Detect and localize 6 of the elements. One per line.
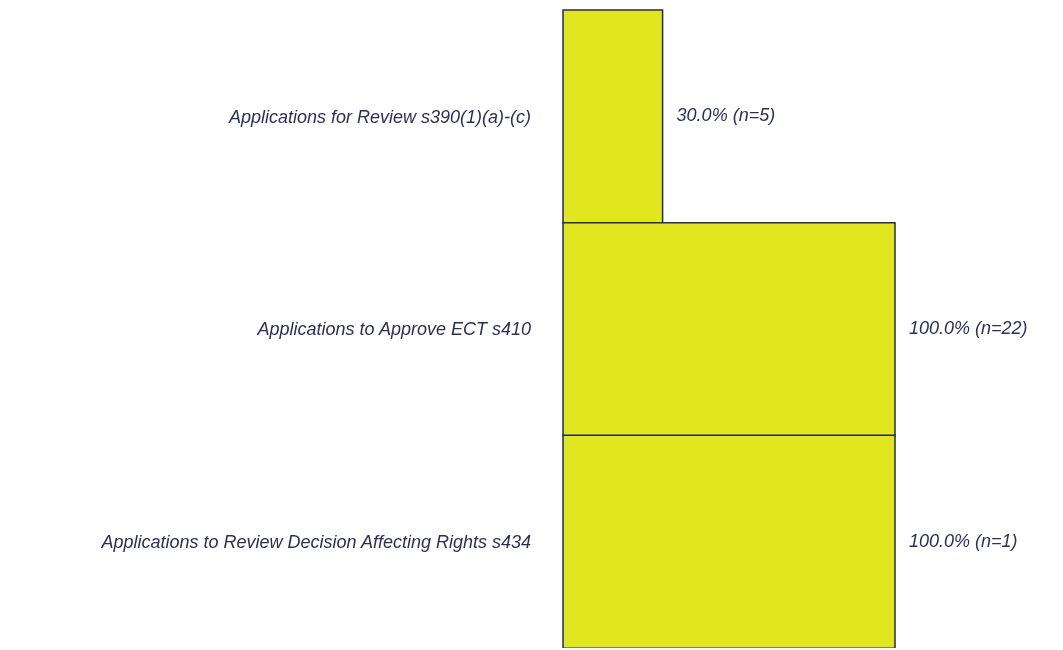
y-tick-label: Applications to Review Decision Affecting Rights s434	[100, 532, 531, 553]
data-label: 100.0% (n=1)	[909, 530, 1018, 551]
data-label: 30.0% (n=5)	[676, 105, 776, 126]
data-label: 100.0% (n=22)	[909, 317, 1028, 338]
y-tick-label: Applications to Approve ECT s410	[256, 319, 531, 340]
y-tick-label: Applications for Review s390(1)(a)-(c)	[227, 106, 531, 127]
